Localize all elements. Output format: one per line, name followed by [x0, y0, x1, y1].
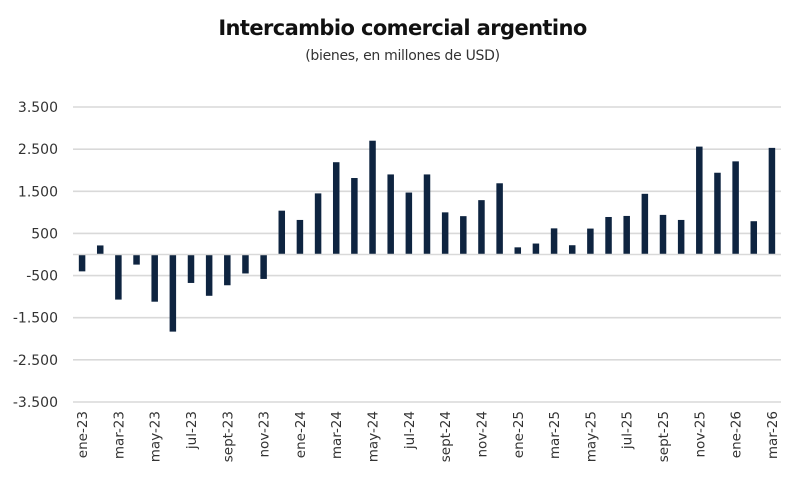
bar [478, 200, 485, 255]
bar [659, 214, 667, 255]
x-tick-label: mar-26 [765, 411, 781, 459]
x-tick-label: may-23 [148, 411, 164, 462]
bar [78, 254, 86, 272]
bar [169, 254, 177, 332]
x-tick-label: ene-24 [293, 411, 309, 458]
bar [205, 254, 213, 296]
bar [332, 162, 340, 255]
bar [641, 193, 649, 255]
bars [78, 140, 776, 332]
y-axis-tick-labels: 3.500 2.500 1.500 500 -500 -1.500 -2.500 -3.500 [13, 100, 58, 411]
bar [369, 140, 376, 255]
bar [496, 183, 503, 255]
bar [133, 254, 140, 265]
bar [242, 254, 249, 274]
bar [423, 174, 431, 255]
bar [514, 247, 522, 255]
bar [460, 216, 467, 255]
x-tick-label: ene-23 [75, 411, 91, 458]
bar [696, 146, 703, 255]
bar [278, 210, 286, 255]
x-tick-label: jul-23 [184, 411, 200, 450]
bar [115, 254, 122, 300]
bar [387, 174, 394, 255]
bar [351, 178, 358, 255]
bar [732, 161, 739, 255]
bar [677, 219, 685, 255]
bar [714, 172, 721, 255]
x-axis-tick-labels: ene-23 mar-23 may-23 jul-23 sept-23 nov-23 ene… [75, 411, 781, 462]
bar [550, 228, 558, 255]
x-tick-label: jul-25 [620, 411, 636, 450]
x-tick-label: ene-26 [729, 411, 745, 458]
bar [187, 254, 195, 283]
x-tick-label: nov-25 [692, 411, 708, 458]
x-tick-label: mar-24 [329, 411, 345, 459]
x-tick-label: ene-25 [511, 411, 527, 458]
bar [623, 215, 630, 255]
x-tick-label: sept-25 [656, 411, 672, 462]
y-tick-label: 1.500 [18, 184, 58, 200]
bar [441, 212, 449, 255]
bar [314, 193, 322, 255]
y-tick-label: -1.500 [13, 311, 58, 327]
x-tick-label: may-25 [583, 411, 599, 462]
chart-subtitle: (bienes, en millones de USD) [305, 48, 500, 64]
chart-title: Intercambio comercial argentino [218, 16, 587, 40]
bar [151, 254, 158, 302]
bar [224, 254, 231, 286]
x-tick-label: sept-23 [220, 411, 236, 462]
bar [296, 219, 304, 255]
bar [768, 147, 776, 255]
bar [587, 228, 594, 255]
bar [96, 245, 104, 255]
y-tick-label: 3.500 [18, 100, 58, 116]
bar [750, 221, 758, 255]
bar [568, 245, 576, 255]
y-tick-label: 500 [31, 226, 58, 242]
x-tick-label: nov-24 [474, 411, 490, 458]
x-tick-label: sept-24 [438, 411, 454, 462]
y-tick-label: -3.500 [13, 395, 58, 411]
x-tick-label: mar-23 [111, 411, 127, 459]
y-tick-label: 2.500 [18, 142, 58, 158]
x-tick-label: nov-23 [257, 411, 273, 458]
bar [260, 254, 267, 279]
x-tick-label: mar-25 [547, 411, 563, 459]
bar [405, 192, 413, 255]
x-tick-label: may-24 [366, 411, 382, 462]
y-tick-label: -500 [26, 269, 58, 285]
bar [605, 216, 612, 255]
bar [532, 243, 540, 255]
x-tick-label: jul-24 [402, 411, 418, 450]
y-tick-label: -2.500 [13, 353, 58, 369]
